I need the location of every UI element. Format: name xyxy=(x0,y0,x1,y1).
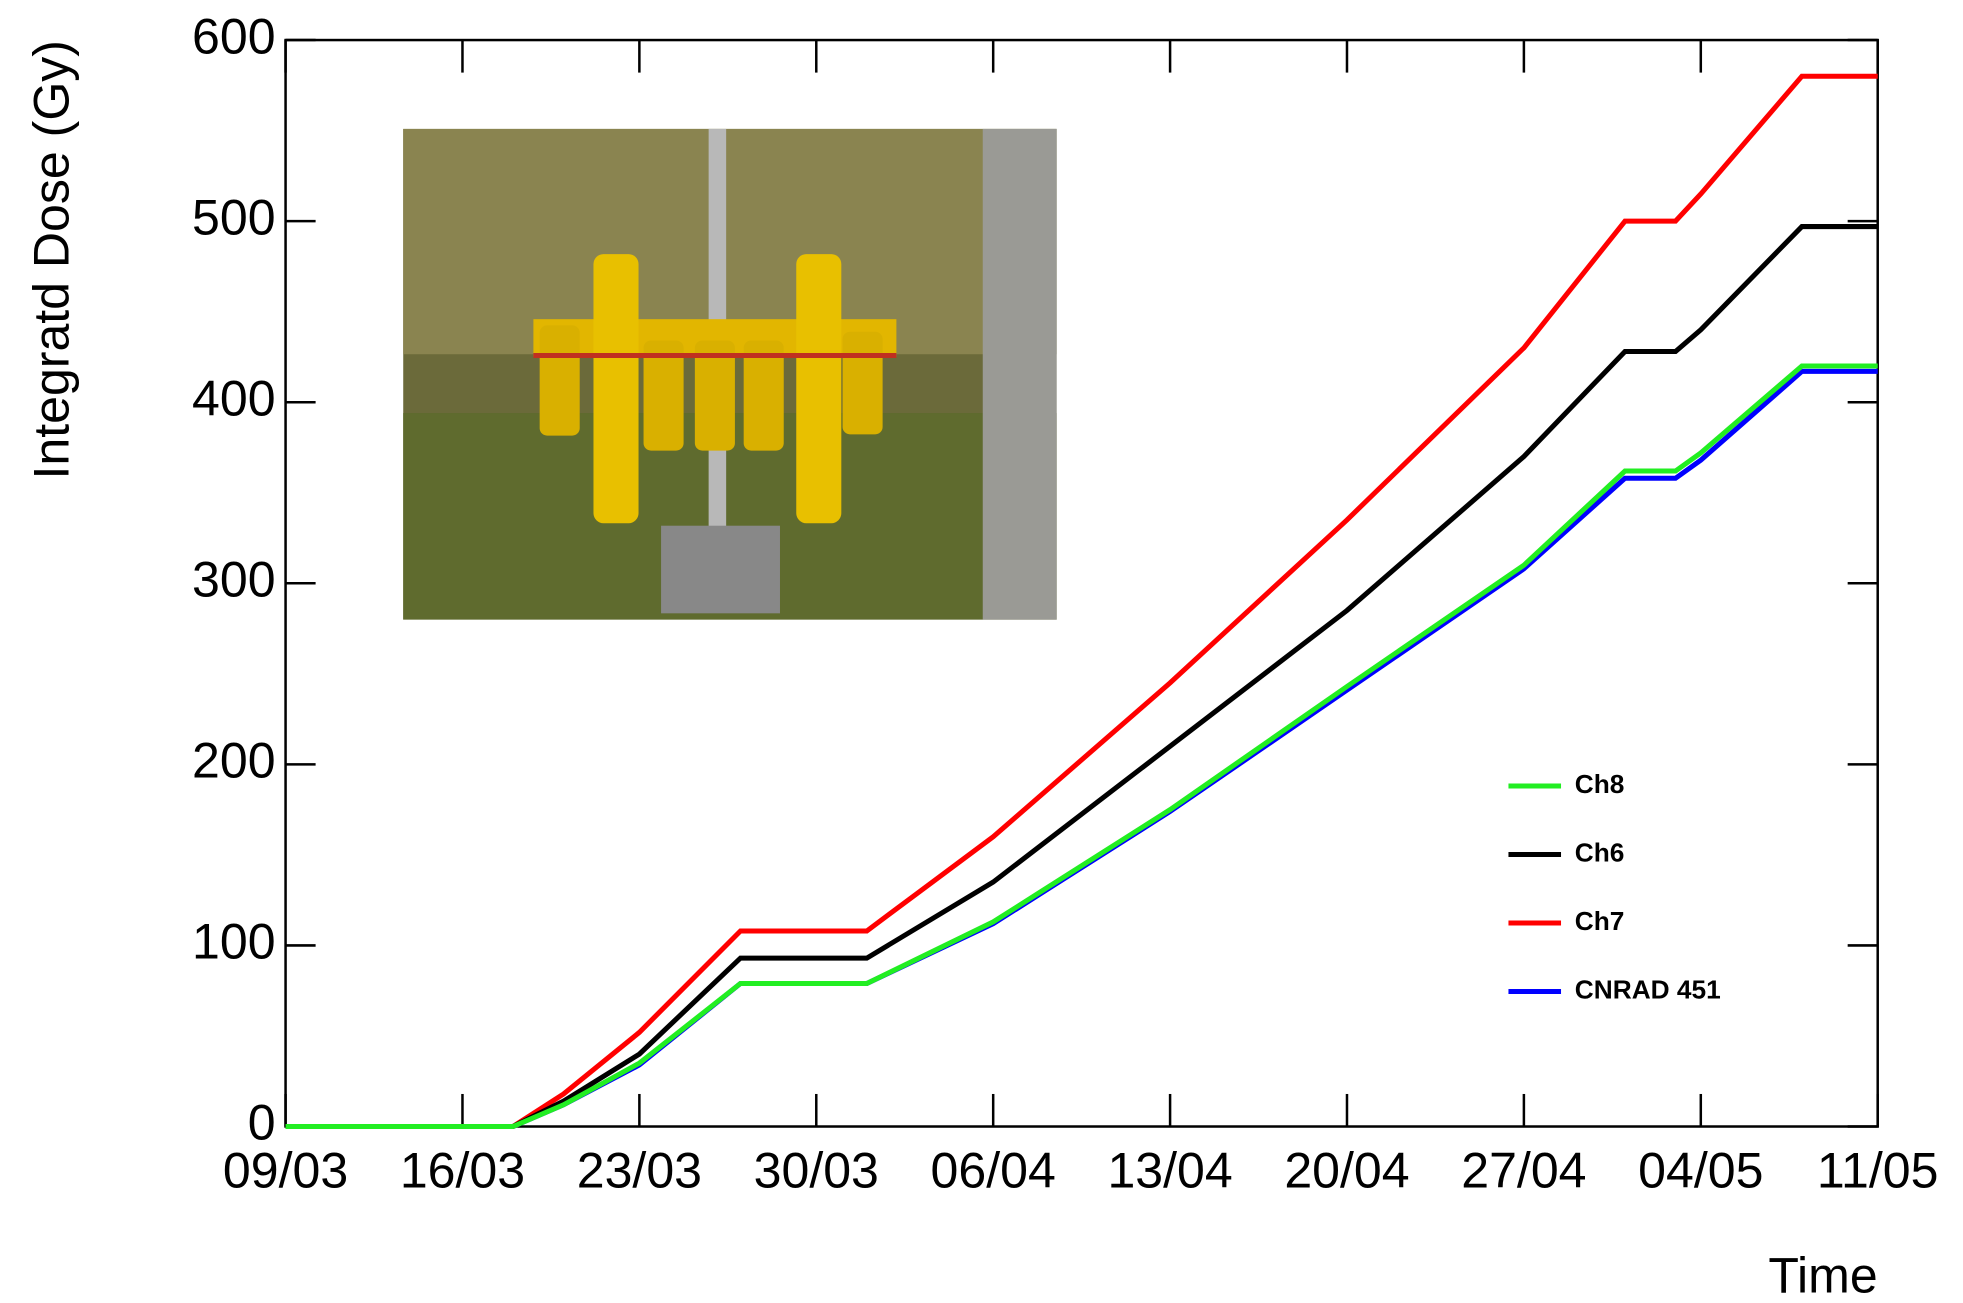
x-tick-label: 09/03 xyxy=(223,1142,348,1198)
y-axis-label: Integratd Dose (Gy) xyxy=(23,40,79,479)
photo-inset xyxy=(403,129,1056,620)
x-tick-label: 13/04 xyxy=(1107,1142,1232,1198)
y-tick-label: 400 xyxy=(192,370,276,426)
x-tick-label: 11/05 xyxy=(1817,1142,1939,1198)
y-tick-label: 500 xyxy=(192,189,276,245)
y-tick-label: 100 xyxy=(192,914,276,970)
y-tick-label: 600 xyxy=(192,8,276,64)
legend-label: Ch6 xyxy=(1575,837,1625,867)
legend-label: Ch8 xyxy=(1575,769,1625,799)
legend-label: CNRAD 451 xyxy=(1575,974,1721,1004)
y-tick-label: 300 xyxy=(192,552,276,608)
legend-label: Ch7 xyxy=(1575,906,1625,936)
y-tick-label: 200 xyxy=(192,733,276,789)
x-tick-label: 27/04 xyxy=(1461,1142,1586,1198)
x-tick-label: 06/04 xyxy=(931,1142,1056,1198)
x-tick-label: 20/04 xyxy=(1284,1142,1409,1198)
x-tick-label: 23/03 xyxy=(577,1142,702,1198)
x-tick-label: 16/03 xyxy=(400,1142,525,1198)
x-axis-label: Time xyxy=(1768,1247,1877,1303)
chart: Time Integratd Dose (Gy) 010020030040050… xyxy=(0,0,1963,1303)
x-tick-label: 30/03 xyxy=(754,1142,879,1198)
x-tick-label: 04/05 xyxy=(1638,1142,1763,1198)
